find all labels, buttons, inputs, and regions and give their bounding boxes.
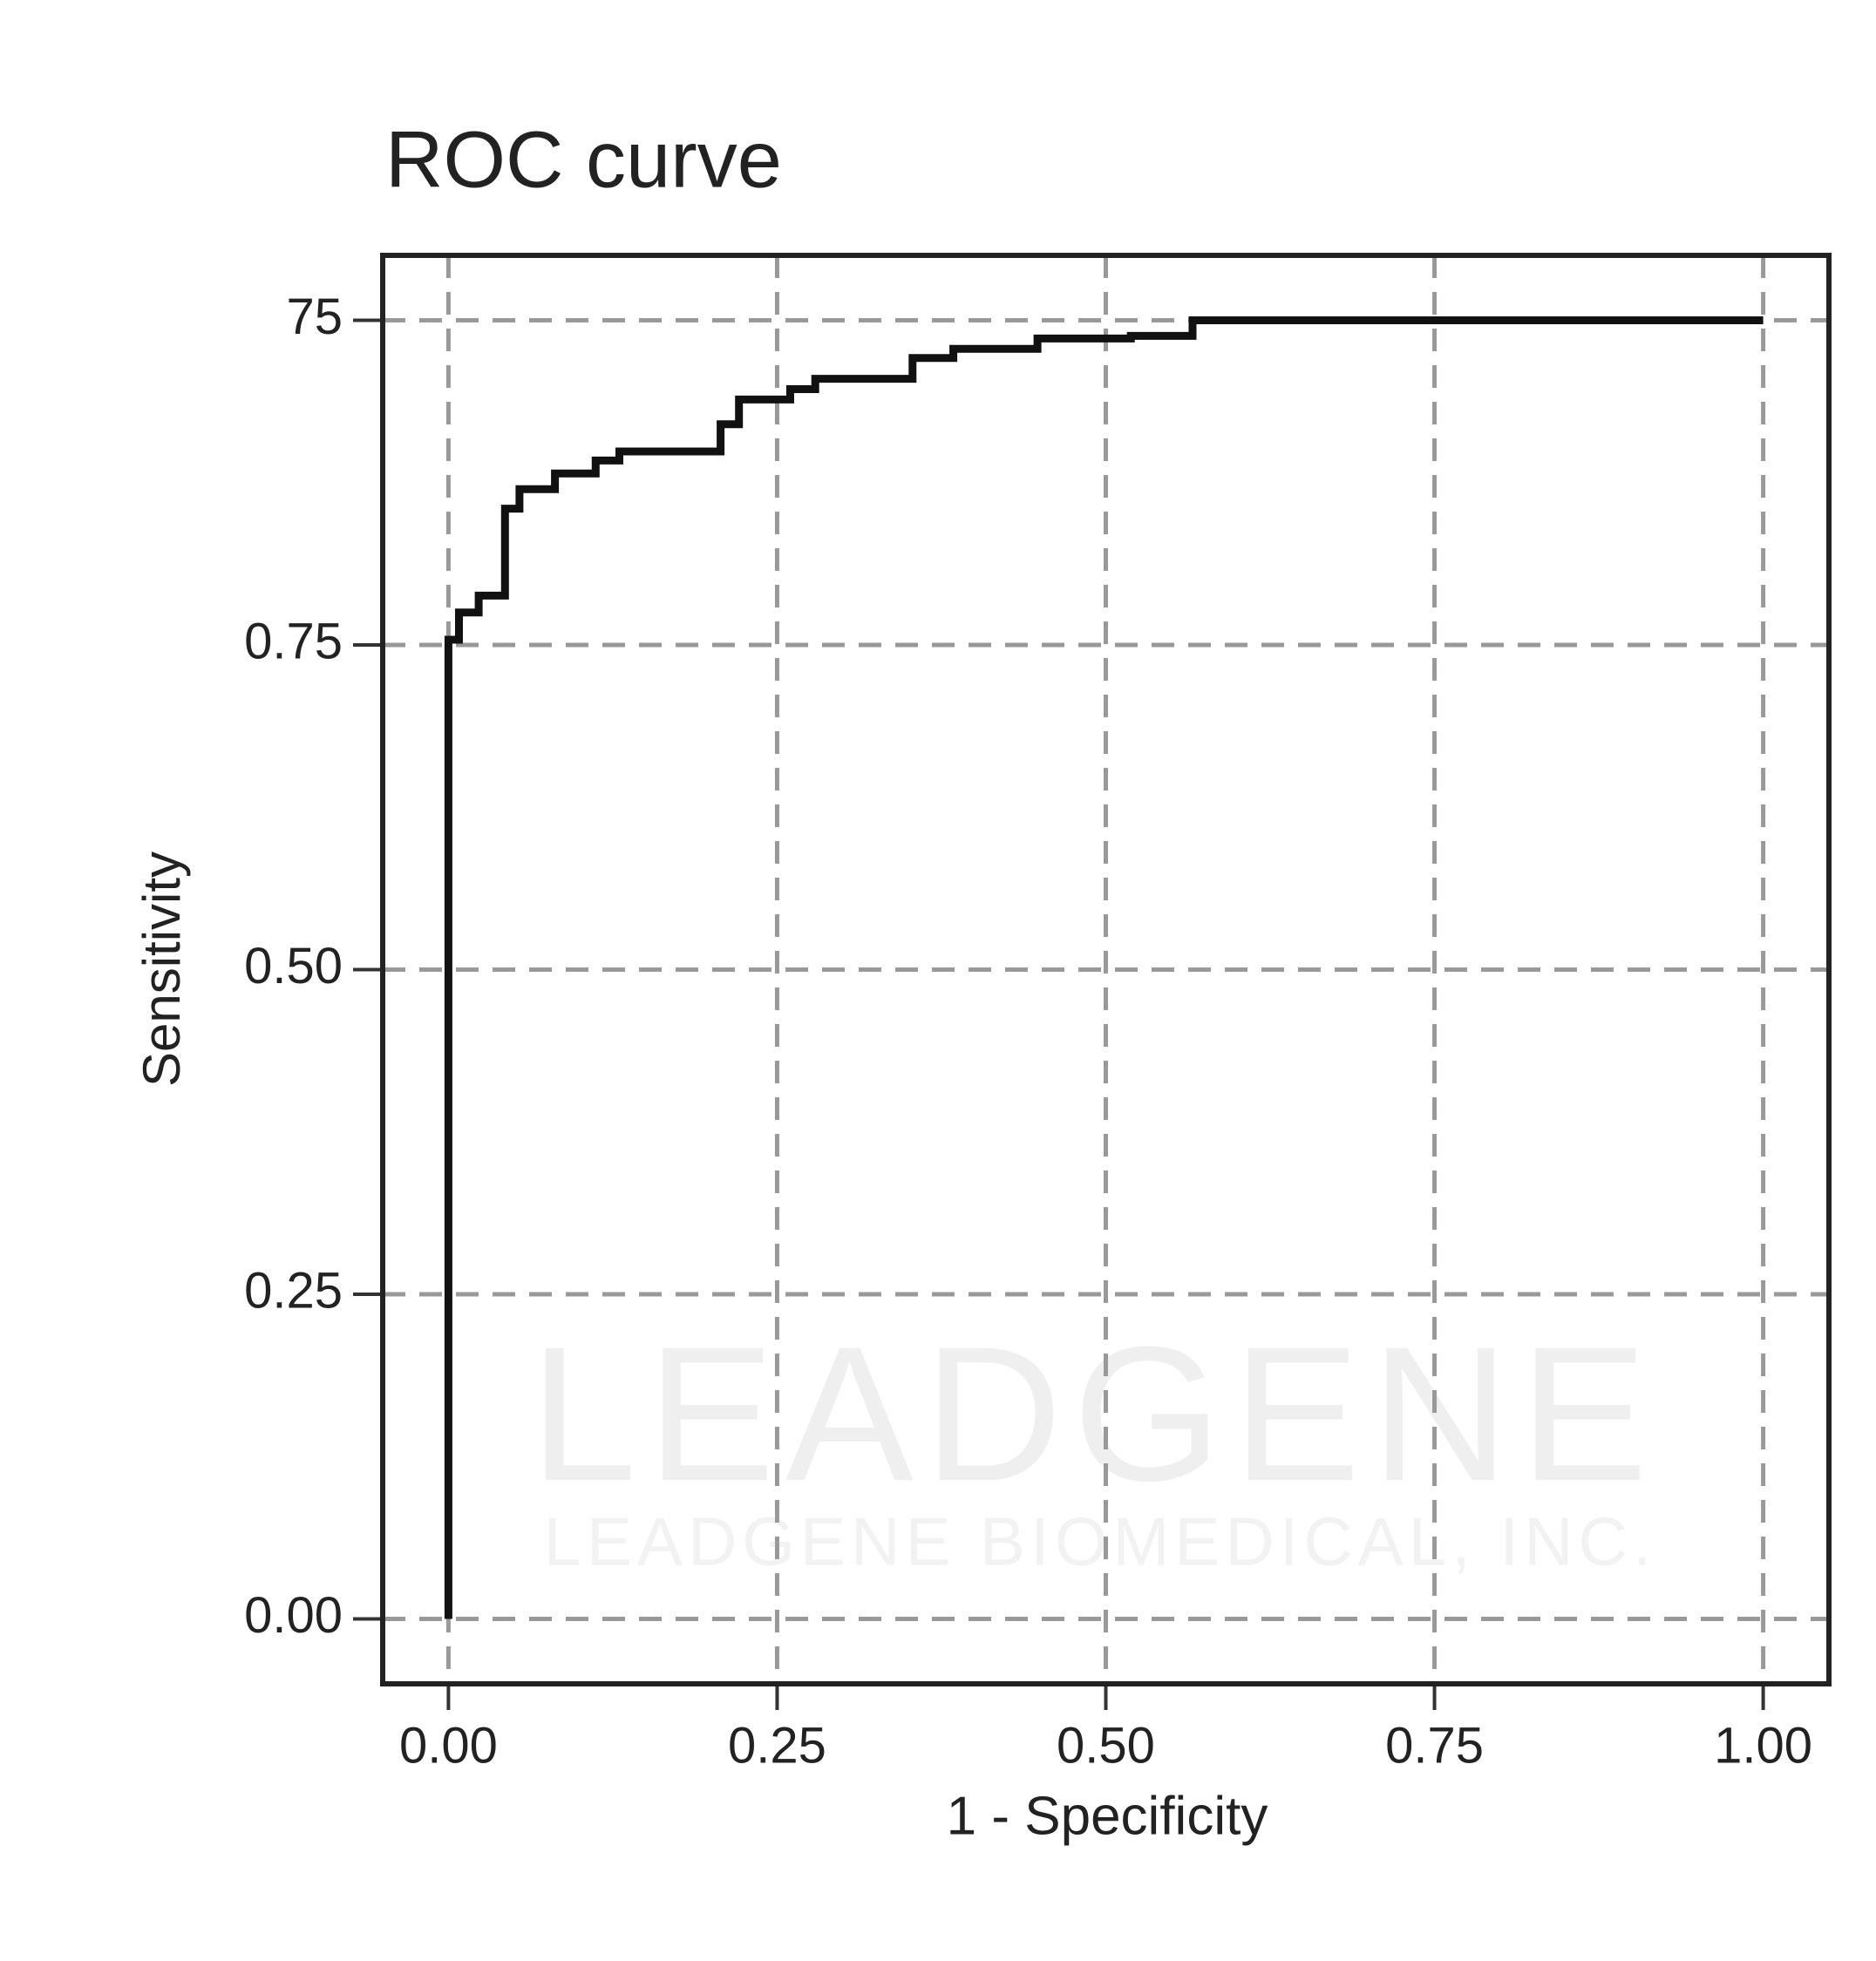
- watermark: LEADGENE: [530, 1306, 1658, 1521]
- y-axis-label: Sensitivity: [133, 852, 191, 1087]
- x-tick-label: 0.50: [1057, 1717, 1155, 1774]
- chart-title: ROC curve: [385, 115, 782, 204]
- y-tick-label: 0.75: [244, 613, 343, 669]
- x-tick-label: 0.25: [728, 1717, 826, 1774]
- x-tick-label: 0.00: [399, 1717, 498, 1774]
- y-tick-label: 0.50: [244, 938, 343, 994]
- y-tick-label: 0.00: [244, 1587, 343, 1644]
- watermark-subtitle: LEADGENE BIOMEDICAL, INC.: [544, 1503, 1657, 1580]
- roc-curve: [444, 316, 1764, 1619]
- plot-frame: [380, 253, 1832, 1686]
- x-axis-label: 1 - Specificity: [947, 1786, 1268, 1846]
- y-tick-label: 0.25: [244, 1262, 343, 1319]
- x-tick-label: 0.75: [1385, 1717, 1484, 1774]
- y-tick-label: 75: [286, 288, 343, 345]
- x-tick-label: 1.00: [1714, 1717, 1812, 1774]
